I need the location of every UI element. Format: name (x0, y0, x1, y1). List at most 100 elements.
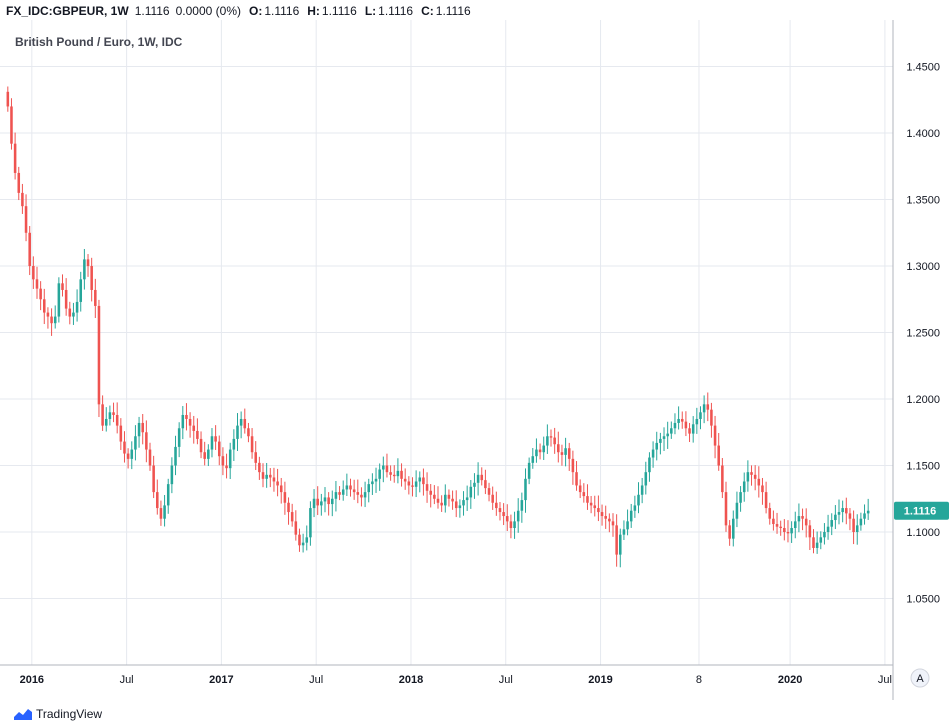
candle-body (662, 436, 666, 439)
symbol-name[interactable]: FX_IDC:GBPEUR, 1W (6, 4, 129, 18)
tradingview-watermark[interactable]: TradingView (14, 705, 102, 723)
candle (407, 476, 411, 495)
candle-body (32, 266, 35, 280)
candle-body (276, 481, 279, 486)
candle-body (775, 524, 779, 527)
candle-body (352, 489, 356, 493)
candle (611, 513, 615, 537)
candle-body (374, 478, 378, 482)
candle (119, 418, 123, 450)
candle-body (447, 494, 451, 499)
chart-frame[interactable]: 1.4500 1.4000 1.3500 1.3000 1.2500 1.2000 1.15… (0, 20, 949, 700)
candle-body (389, 472, 392, 475)
candle (823, 523, 826, 545)
candle-body (210, 436, 214, 450)
candle-body (611, 521, 615, 526)
price-axis: 1.4500 1.4000 1.3500 1.3000 1.2500 1.2000 1.15… (906, 62, 940, 606)
candle (764, 481, 768, 514)
candle (363, 481, 367, 508)
auto-scale-label: A (916, 673, 924, 685)
candle (761, 477, 764, 505)
candle (797, 503, 801, 533)
candle-body (349, 485, 352, 490)
candle-body (177, 428, 181, 447)
auto-scale-button[interactable]: A (910, 668, 930, 688)
candle (436, 486, 440, 509)
candle-body (651, 449, 655, 458)
candle-body (214, 436, 217, 442)
candle-body (108, 412, 112, 419)
candle-body (217, 441, 221, 457)
candle (454, 490, 458, 518)
candle (746, 460, 750, 492)
candle-body (622, 529, 626, 535)
candle (469, 480, 473, 509)
candle-body (571, 458, 575, 473)
candle-body (531, 456, 535, 463)
candle (527, 457, 531, 485)
candle-body (819, 537, 823, 543)
candle-body (560, 452, 564, 455)
candle-body (243, 418, 247, 429)
candle (582, 483, 586, 503)
candle-body (549, 436, 553, 438)
candle (680, 411, 684, 429)
candle-body (385, 465, 389, 473)
candle-body (94, 289, 97, 306)
candle-body (360, 494, 363, 498)
candle (57, 277, 61, 323)
candle-body (600, 512, 604, 517)
candle (141, 414, 144, 445)
candle (684, 411, 688, 437)
candle-body (691, 424, 695, 434)
candle-body (673, 422, 677, 429)
candle (32, 256, 35, 289)
candle-body (495, 502, 498, 509)
candle-body (141, 422, 144, 433)
candle (156, 479, 159, 515)
candle-body (425, 484, 429, 491)
candle-body (498, 508, 502, 513)
grid-layer (0, 20, 893, 665)
candle-body (593, 505, 597, 509)
candle-body (480, 474, 484, 481)
candle (392, 465, 396, 483)
candle (269, 468, 272, 488)
candle-body (174, 446, 177, 466)
candle (272, 467, 276, 492)
candle (793, 511, 797, 539)
candle-body (604, 516, 607, 519)
candle (86, 254, 90, 277)
candle (320, 493, 323, 516)
candle-body (783, 528, 786, 533)
candle (757, 466, 761, 498)
y-tick-label: 1.2500 (906, 328, 940, 340)
candle-body (392, 474, 396, 477)
candle (145, 420, 148, 463)
candle-body (680, 418, 684, 422)
candle-body (509, 521, 513, 529)
candle-body (575, 472, 578, 486)
candle-body (710, 409, 713, 426)
candle-body (739, 492, 742, 503)
candle-body (123, 441, 126, 454)
candle (159, 500, 163, 526)
candle-body (553, 437, 556, 445)
candle-body (250, 436, 254, 453)
candle-body (648, 457, 651, 473)
y-tick-label: 1.0500 (906, 594, 940, 606)
candle (629, 503, 633, 528)
candle-body (279, 485, 283, 493)
candle (502, 503, 505, 526)
candle-body (615, 525, 618, 555)
candle (356, 479, 360, 504)
candle (845, 497, 848, 525)
candle (21, 183, 24, 214)
candle-body (283, 492, 287, 503)
candle-body (254, 452, 257, 463)
candle (130, 441, 134, 470)
candle (61, 274, 64, 297)
candle (589, 495, 593, 514)
price-chart[interactable]: 1.4500 1.4000 1.3500 1.3000 1.2500 1.2000 1.15… (0, 20, 949, 700)
candle (480, 467, 484, 486)
